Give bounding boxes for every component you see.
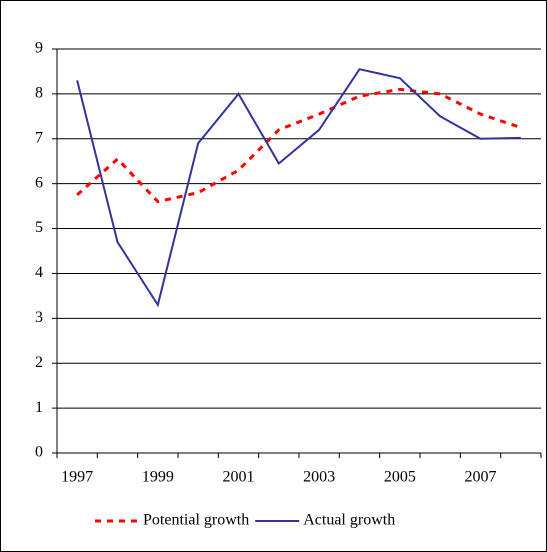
x-tick-label: 1999 <box>142 469 174 486</box>
y-tick-label: 3 <box>35 309 43 326</box>
series-line <box>76 68 521 308</box>
y-tick-label: 6 <box>35 174 43 191</box>
legend-label: Potential growth <box>143 512 249 529</box>
y-tick-label: 5 <box>35 219 43 236</box>
series-line <box>76 87 522 204</box>
x-tick-label: 2003 <box>303 469 335 486</box>
x-tick-label: 2005 <box>384 469 416 486</box>
y-tick-label: 8 <box>35 85 43 102</box>
y-tick-label: 9 <box>35 40 43 57</box>
y-tick-label: 4 <box>35 264 43 281</box>
legend-label: Actual growth <box>303 512 395 529</box>
x-tick-label: 2001 <box>223 469 255 486</box>
x-tick-label: 1997 <box>61 469 93 486</box>
y-tick-label: 7 <box>35 129 43 146</box>
y-tick-label: 0 <box>35 444 43 461</box>
x-tick-label: 2007 <box>465 469 497 486</box>
y-tick-label: 2 <box>35 354 43 371</box>
y-tick-label: 1 <box>35 399 43 416</box>
